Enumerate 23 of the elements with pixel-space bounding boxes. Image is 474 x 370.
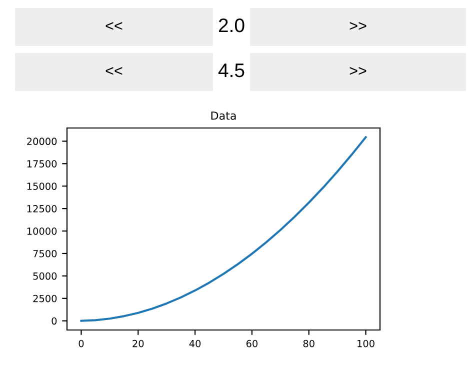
y-tick-label: 2500 bbox=[33, 294, 57, 302]
chart-title: Data bbox=[211, 112, 236, 120]
y-tick-label: 20000 bbox=[27, 138, 57, 146]
y-tick-label: 7500 bbox=[33, 250, 57, 258]
text: >> bbox=[350, 67, 366, 75]
text: >> bbox=[350, 22, 366, 30]
x-tick-label: 100 bbox=[358, 340, 374, 348]
y-tick-label: 17500 bbox=[27, 160, 57, 168]
text: 4.5 bbox=[218, 64, 244, 78]
x-tick-label: 20 bbox=[132, 340, 144, 348]
y-tick-label: 12500 bbox=[27, 205, 57, 212]
y-tick-label: 15000 bbox=[27, 182, 57, 190]
x-tick-label: 0 bbox=[78, 340, 84, 348]
y-tick-label: 5000 bbox=[33, 272, 57, 280]
x-tick-label: 60 bbox=[246, 340, 258, 348]
y-tick-label: 10000 bbox=[27, 228, 57, 235]
text: 2.0 bbox=[218, 18, 244, 32]
y-tick-label: 0 bbox=[52, 317, 57, 325]
x-tick-label: 40 bbox=[189, 340, 201, 348]
x-tick-label: 80 bbox=[303, 340, 314, 348]
text: << bbox=[106, 22, 122, 30]
text: << bbox=[106, 67, 122, 75]
line-series bbox=[80, 136, 367, 322]
